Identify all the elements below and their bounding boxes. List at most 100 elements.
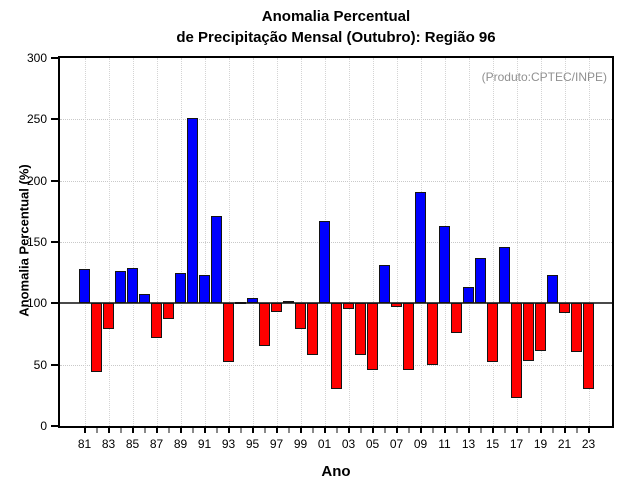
bar-1994 bbox=[235, 302, 246, 305]
x-tick-1998 bbox=[287, 428, 290, 433]
y-tick-label-100: 100 bbox=[26, 296, 47, 311]
x-tick-1999 bbox=[299, 428, 302, 433]
y-tick-250 bbox=[51, 118, 58, 121]
bar-2021 bbox=[559, 303, 570, 314]
y-tick-150 bbox=[51, 241, 58, 243]
bar-2010 bbox=[427, 303, 438, 365]
x-tick-label-1985: 85 bbox=[125, 437, 140, 451]
x-tick-1992 bbox=[215, 428, 218, 433]
bar-2011 bbox=[439, 226, 450, 304]
x-tick-2000 bbox=[311, 428, 314, 433]
source-annotation: (Produto:CPTEC/INPE) bbox=[481, 70, 607, 84]
x-tick-label-2007: 07 bbox=[389, 437, 404, 451]
y-tick-0 bbox=[51, 425, 58, 427]
bar-2007 bbox=[391, 303, 402, 307]
x-tick-label-1993: 93 bbox=[221, 437, 236, 451]
v-gridline-1995 bbox=[252, 58, 254, 426]
x-tick-2014 bbox=[479, 428, 482, 433]
v-gridline-1987 bbox=[156, 58, 158, 426]
bar-2002 bbox=[331, 303, 342, 390]
x-tick-1983 bbox=[107, 428, 110, 433]
y-tick-50 bbox=[51, 363, 58, 366]
v-gridline-1983 bbox=[108, 58, 110, 426]
bar-2012 bbox=[451, 303, 462, 333]
y-tick-label-250: 250 bbox=[26, 112, 47, 127]
y-tick-label-50: 50 bbox=[33, 357, 47, 372]
bar-1991 bbox=[199, 275, 210, 304]
x-tick-2009 bbox=[419, 428, 422, 433]
x-tick-2021 bbox=[563, 428, 566, 433]
x-tick-1989 bbox=[179, 428, 182, 433]
x-tick-1985 bbox=[131, 428, 134, 433]
bar-2006 bbox=[379, 265, 390, 304]
x-tick-2022 bbox=[575, 428, 578, 433]
x-tick-2016 bbox=[503, 428, 506, 433]
x-tick-1988 bbox=[167, 428, 170, 433]
x-tick-1993 bbox=[227, 428, 230, 433]
bar-2009 bbox=[415, 191, 426, 304]
x-tick-1996 bbox=[263, 428, 266, 433]
bar-1995 bbox=[247, 298, 258, 304]
h-gridline-150 bbox=[60, 242, 612, 243]
bar-1986 bbox=[139, 293, 150, 304]
y-tick-label-300: 300 bbox=[26, 51, 47, 65]
bar-2019 bbox=[535, 303, 546, 352]
bar-2000 bbox=[307, 303, 318, 355]
bar-2004 bbox=[355, 303, 366, 355]
bar-1999 bbox=[295, 303, 306, 330]
chart-title-line1: Anomalia Percentual bbox=[261, 8, 411, 25]
x-tick-1994 bbox=[239, 428, 242, 433]
bar-1988 bbox=[163, 303, 174, 320]
x-tick-2007 bbox=[395, 428, 398, 433]
bar-2018 bbox=[523, 303, 534, 361]
bar-1984 bbox=[115, 271, 126, 304]
x-tick-1991 bbox=[203, 428, 206, 433]
x-tick-1982 bbox=[95, 428, 98, 433]
h-gridline-250 bbox=[60, 119, 612, 121]
x-tick-1997 bbox=[275, 428, 278, 433]
x-tick-2008 bbox=[407, 428, 410, 433]
bar-1990 bbox=[187, 118, 198, 304]
v-gridline-2007 bbox=[396, 58, 398, 426]
bar-2017 bbox=[511, 303, 522, 398]
x-tick-2023 bbox=[587, 428, 590, 433]
x-tick-label-2009: 09 bbox=[413, 437, 428, 451]
y-tick-label-150: 150 bbox=[26, 235, 47, 249]
bar-1982 bbox=[91, 303, 102, 373]
bar-2008 bbox=[403, 303, 414, 370]
bar-1987 bbox=[151, 303, 162, 338]
x-tick-1984 bbox=[119, 428, 122, 433]
bar-1992 bbox=[211, 216, 222, 304]
y-tick-label-200: 200 bbox=[26, 173, 47, 188]
x-tick-label-1987: 87 bbox=[149, 437, 164, 451]
x-tick-1990 bbox=[191, 428, 194, 433]
x-tick-label-2017: 17 bbox=[509, 437, 524, 451]
bar-1997 bbox=[271, 303, 282, 312]
x-tick-2001 bbox=[323, 428, 326, 433]
x-tick-label-1999: 99 bbox=[293, 437, 308, 451]
v-gridline-1981 bbox=[84, 58, 86, 426]
bar-1981 bbox=[79, 268, 90, 304]
x-tick-2011 bbox=[443, 428, 446, 433]
x-tick-label-2013: 13 bbox=[461, 437, 476, 451]
bar-2015 bbox=[487, 303, 498, 363]
v-gridline-2015 bbox=[492, 58, 494, 426]
x-tick-2013 bbox=[467, 428, 470, 433]
bar-2001 bbox=[319, 221, 330, 304]
x-tick-1987 bbox=[155, 428, 158, 433]
x-tick-label-2005: 05 bbox=[365, 437, 380, 451]
x-tick-label-2001: 01 bbox=[317, 437, 332, 451]
x-tick-2020 bbox=[551, 428, 554, 433]
v-gridline-1993 bbox=[228, 58, 230, 426]
v-gridline-2005 bbox=[372, 58, 374, 426]
x-tick-label-1991: 91 bbox=[197, 437, 212, 451]
x-tick-label-1983: 83 bbox=[101, 437, 116, 451]
bar-2022 bbox=[571, 303, 582, 353]
x-tick-2002 bbox=[335, 428, 338, 433]
bar-2005 bbox=[367, 303, 378, 370]
x-tick-label-1997: 97 bbox=[269, 437, 284, 451]
bar-1983 bbox=[103, 303, 114, 330]
v-gridline-2003 bbox=[348, 58, 350, 426]
bar-1985 bbox=[127, 267, 138, 304]
